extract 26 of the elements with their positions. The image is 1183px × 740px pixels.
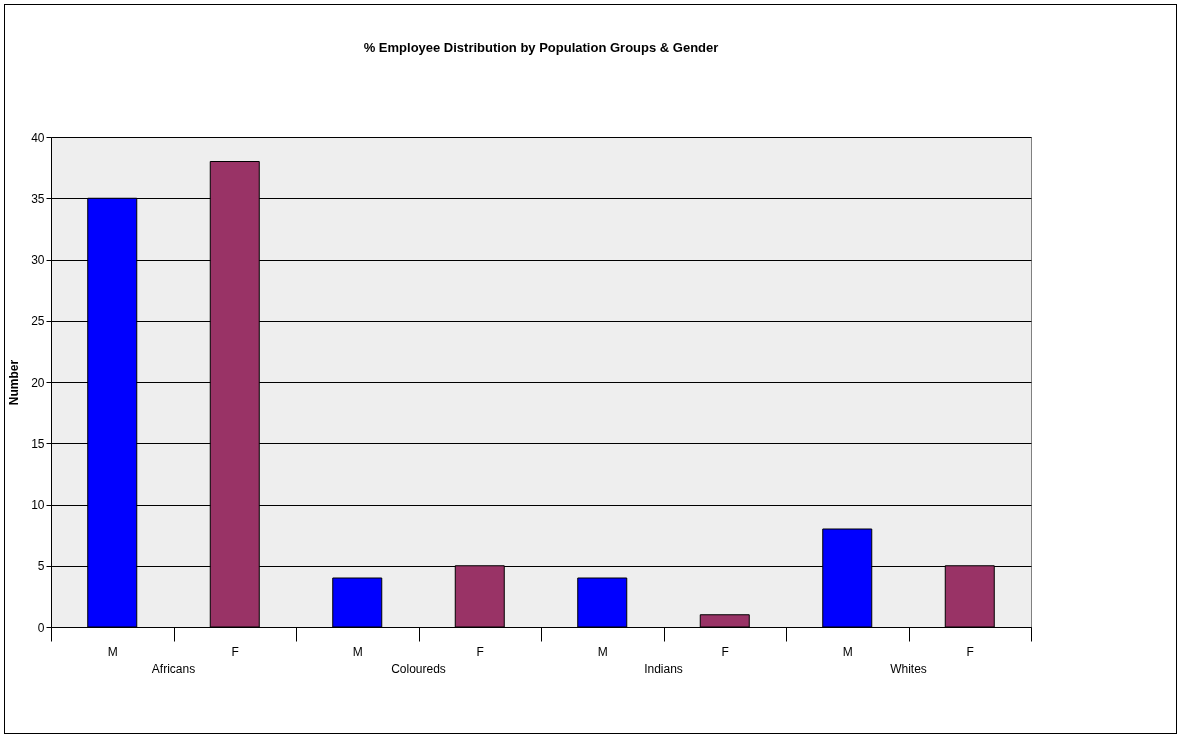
y-tick-label: 40 (31, 130, 45, 145)
bar (332, 577, 383, 628)
x-tick-label: M (352, 644, 363, 659)
y-tick-label: 25 (31, 314, 45, 329)
y-tick-label: 10 (31, 498, 45, 512)
text: Coloureds (391, 662, 446, 676)
y-axis-title: Number (7, 359, 22, 406)
x-tick-label: M (842, 644, 853, 659)
x-tick-label: M (597, 644, 608, 659)
x-tick-label: M (107, 644, 118, 659)
y-tick-label: 30 (31, 253, 45, 267)
y-tick-label: 5 (37, 559, 45, 574)
x-tick-label: F (721, 644, 729, 659)
y-tick-label: 15 (31, 436, 45, 451)
y-tick-label: 20 (31, 375, 45, 390)
chart-title: % Employee Distribution by Population Groups & Gender (363, 40, 719, 55)
text: Indians (644, 662, 683, 676)
bar (577, 577, 628, 628)
text: Whites (890, 662, 927, 676)
x-tick-label: F (966, 644, 974, 659)
x-tick-label: F (476, 644, 484, 659)
bar (699, 614, 750, 628)
text: Africans (151, 662, 196, 676)
x-tick-label: F (231, 644, 239, 659)
y-tick-label: 35 (31, 191, 45, 206)
y-tick-label: 0 (37, 620, 45, 635)
